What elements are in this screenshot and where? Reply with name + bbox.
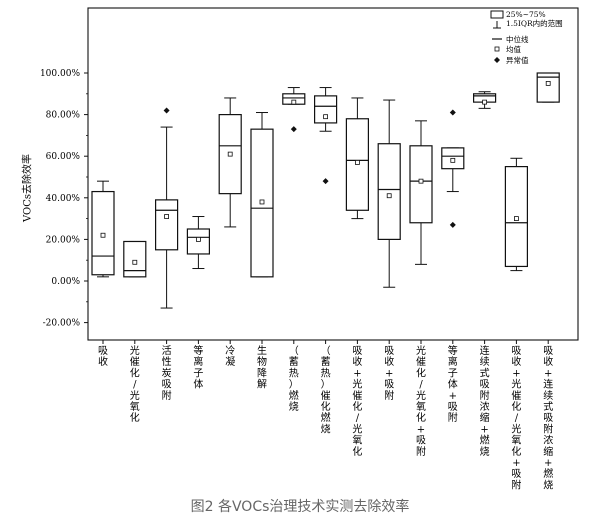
mean-marker [450,157,456,163]
legend-label-mean: 均值 [506,44,521,54]
mean-marker [259,199,265,205]
y-tick-label: 20.00% [46,235,81,245]
y-tick-label: 60.00% [46,152,81,162]
x-tick-label: 连续式吸附浓缩+燃烧 [480,344,490,458]
figure-caption: 图2 各VOCs治理技术实测去除效率 [190,499,410,515]
x-tick-label: 冷凝 [225,344,235,368]
mean-marker [132,259,138,265]
x-tick-label: 吸收+吸附 [384,346,394,402]
mean-marker [195,236,201,242]
y-tick-label: 80.00% [46,111,81,121]
mean-marker [354,160,360,165]
x-tick-label: （蓄热）燃烧 [289,345,299,413]
mean-marker [514,216,519,222]
iqr-box [123,240,147,278]
mean-marker [323,114,329,120]
outlier-marker [449,221,456,228]
x-tick-label: 光催化/光氧化 [130,344,140,424]
iqr-box [536,72,560,103]
box-7 [282,87,306,133]
outlier-marker [163,107,170,114]
legend-box-symbol [490,10,504,19]
x-tick-label: （蓄热）催化燃烧 [321,345,331,435]
x-tick-label: 吸收+光催化/光氧化 [352,346,362,458]
box-14 [504,157,528,272]
box-1 [91,180,115,278]
box-11 [409,120,433,265]
legend-label-whisker: 1.5IQR内的范围 [506,18,563,28]
box-15 [536,72,560,103]
box-12 [441,109,465,228]
y-tick-label: -20.00% [43,319,81,329]
y-axis-title: VOCs去除效率 [21,154,34,223]
mean-marker [164,214,170,219]
legend-outlier-symbol [494,57,500,63]
x-tick-label: 光催化/光氧化+吸附 [416,344,426,458]
mean-marker [291,99,297,105]
box-6 [250,112,274,278]
x-tick-label: 活性炭吸附 [162,345,172,402]
box-10 [377,99,401,288]
legend-label-median: 中位线 [506,34,529,44]
x-tick-label: 等离子体 [193,344,203,391]
iqr-box [409,145,433,224]
x-tick-label: 吸收 [98,346,108,368]
legend-label-outlier: 异常值 [506,55,529,65]
outlier-marker [290,126,297,133]
outlier-marker [449,109,456,116]
y-tick-label: 40.00% [46,194,81,204]
mean-marker [227,151,233,157]
box-8 [314,87,338,185]
mean-marker [386,193,392,199]
y-tick-label: 0.00% [51,277,80,287]
y-tick-label: 100.00% [40,69,80,79]
mean-marker [482,99,488,105]
box-13 [473,91,497,109]
box-9 [345,97,369,220]
iqr-box [314,95,338,124]
mean-marker [418,178,424,184]
x-tick-label: 等离子体+吸附 [448,344,458,424]
plot-area: -20.00% 0.00% 20.00% 40.00% 60.00% 80.00% 100.… [40,7,579,491]
mean-marker [100,232,106,238]
iqr-box [377,143,401,241]
plot-frame [87,7,579,341]
legend-mean-symbol [494,46,500,52]
box-4 [186,216,210,270]
x-tick-label: 吸收+光催化/光氧化+吸附 [511,346,521,491]
iqr-box [155,199,179,251]
box-3 [155,107,179,309]
x-tick-label: 吸收+连续式吸附浓缩+燃烧 [543,346,553,491]
x-tick-label: 生物降解 [257,344,267,391]
mean-marker [545,81,551,86]
box-2 [123,240,147,278]
legend-label-box: 25%~75% [506,10,546,19]
y-axis-label: VOCs去除效率 [21,154,34,223]
box-5 [218,97,242,228]
outlier-marker [322,178,329,185]
